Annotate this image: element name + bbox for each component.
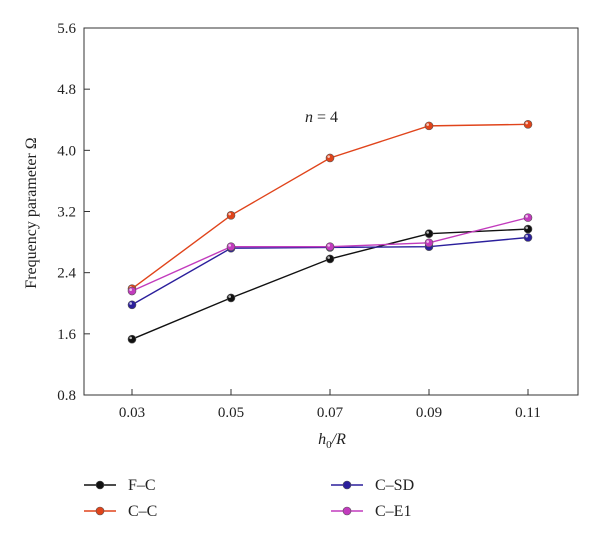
y-tick-label: 1.6 bbox=[57, 327, 76, 343]
data-point bbox=[424, 238, 434, 248]
data-point-highlight bbox=[327, 155, 331, 158]
data-point bbox=[226, 242, 236, 251]
data-point-highlight bbox=[327, 244, 331, 247]
data-point-highlight bbox=[228, 212, 231, 216]
y-tick-label: 3.2 bbox=[57, 205, 76, 221]
axes: 0.8 1.6 2.4 3.2 4.0 4.8 5.6 0.03 0.05 0.07 0.09 0.1… bbox=[57, 21, 579, 421]
legend-label: C–SD bbox=[375, 477, 414, 494]
data-point-highlight bbox=[426, 123, 430, 126]
annotation-n: n = 4 bbox=[305, 109, 338, 126]
x-axis-title: h0/R bbox=[318, 431, 346, 451]
x-tick-label: 0.09 bbox=[416, 405, 442, 421]
y-tick-label: 5.6 bbox=[57, 21, 76, 37]
y-tick-label: 4.8 bbox=[57, 82, 76, 98]
data-point-highlight bbox=[525, 215, 528, 218]
legend-item: C–SD bbox=[331, 477, 414, 494]
plot-frame bbox=[83, 27, 579, 396]
plot-area bbox=[127, 120, 533, 344]
legend-marker bbox=[95, 506, 105, 516]
data-point-highlight bbox=[129, 336, 132, 340]
data-point bbox=[523, 213, 533, 222]
legend-item: C–E1 bbox=[331, 503, 411, 520]
data-point-highlight bbox=[525, 226, 528, 230]
series-C–C bbox=[127, 120, 533, 294]
data-point-highlight bbox=[129, 288, 132, 292]
legend: F–C C–C C–SD C–E1 bbox=[84, 477, 414, 520]
data-point bbox=[127, 286, 137, 296]
data-point bbox=[325, 153, 335, 163]
data-point-highlight bbox=[426, 240, 430, 243]
x-tick-label: 0.03 bbox=[119, 405, 145, 421]
data-point bbox=[523, 233, 533, 242]
data-point-highlight bbox=[525, 121, 528, 125]
data-point bbox=[424, 121, 434, 131]
data-point-highlight bbox=[129, 302, 132, 305]
x-tick-label: 0.11 bbox=[515, 405, 541, 421]
y-tick-label: 0.8 bbox=[57, 388, 76, 404]
data-point bbox=[523, 120, 533, 129]
data-point-highlight bbox=[228, 244, 231, 247]
legend-item: F–C bbox=[84, 477, 156, 494]
series-F–C bbox=[127, 224, 533, 344]
x-tick-label: 0.05 bbox=[218, 405, 244, 421]
data-point-highlight bbox=[327, 256, 331, 259]
data-point bbox=[325, 254, 335, 264]
legend-marker bbox=[342, 506, 352, 516]
legend-item: C–C bbox=[84, 503, 157, 520]
y-tick-label: 4.0 bbox=[57, 143, 76, 159]
series-line bbox=[131, 216, 529, 292]
data-point-highlight bbox=[228, 295, 231, 298]
data-point bbox=[127, 300, 137, 310]
series-C–E1 bbox=[127, 213, 533, 296]
data-point bbox=[127, 334, 137, 344]
x-tick-label: 0.07 bbox=[317, 405, 344, 421]
data-point bbox=[424, 229, 434, 238]
legend-label: C–E1 bbox=[375, 503, 411, 520]
data-point bbox=[523, 224, 533, 234]
legend-marker bbox=[342, 480, 352, 490]
legend-marker bbox=[95, 480, 105, 490]
data-point bbox=[325, 242, 335, 251]
data-point-highlight bbox=[525, 234, 528, 238]
y-tick-label: 2.4 bbox=[57, 266, 76, 282]
data-point-highlight bbox=[426, 231, 430, 234]
legend-label: F–C bbox=[128, 477, 156, 494]
data-point bbox=[226, 211, 236, 220]
legend-label: C–C bbox=[128, 503, 157, 520]
data-point bbox=[226, 293, 236, 303]
y-axis-title: Frequency parameter Ω bbox=[23, 137, 40, 288]
